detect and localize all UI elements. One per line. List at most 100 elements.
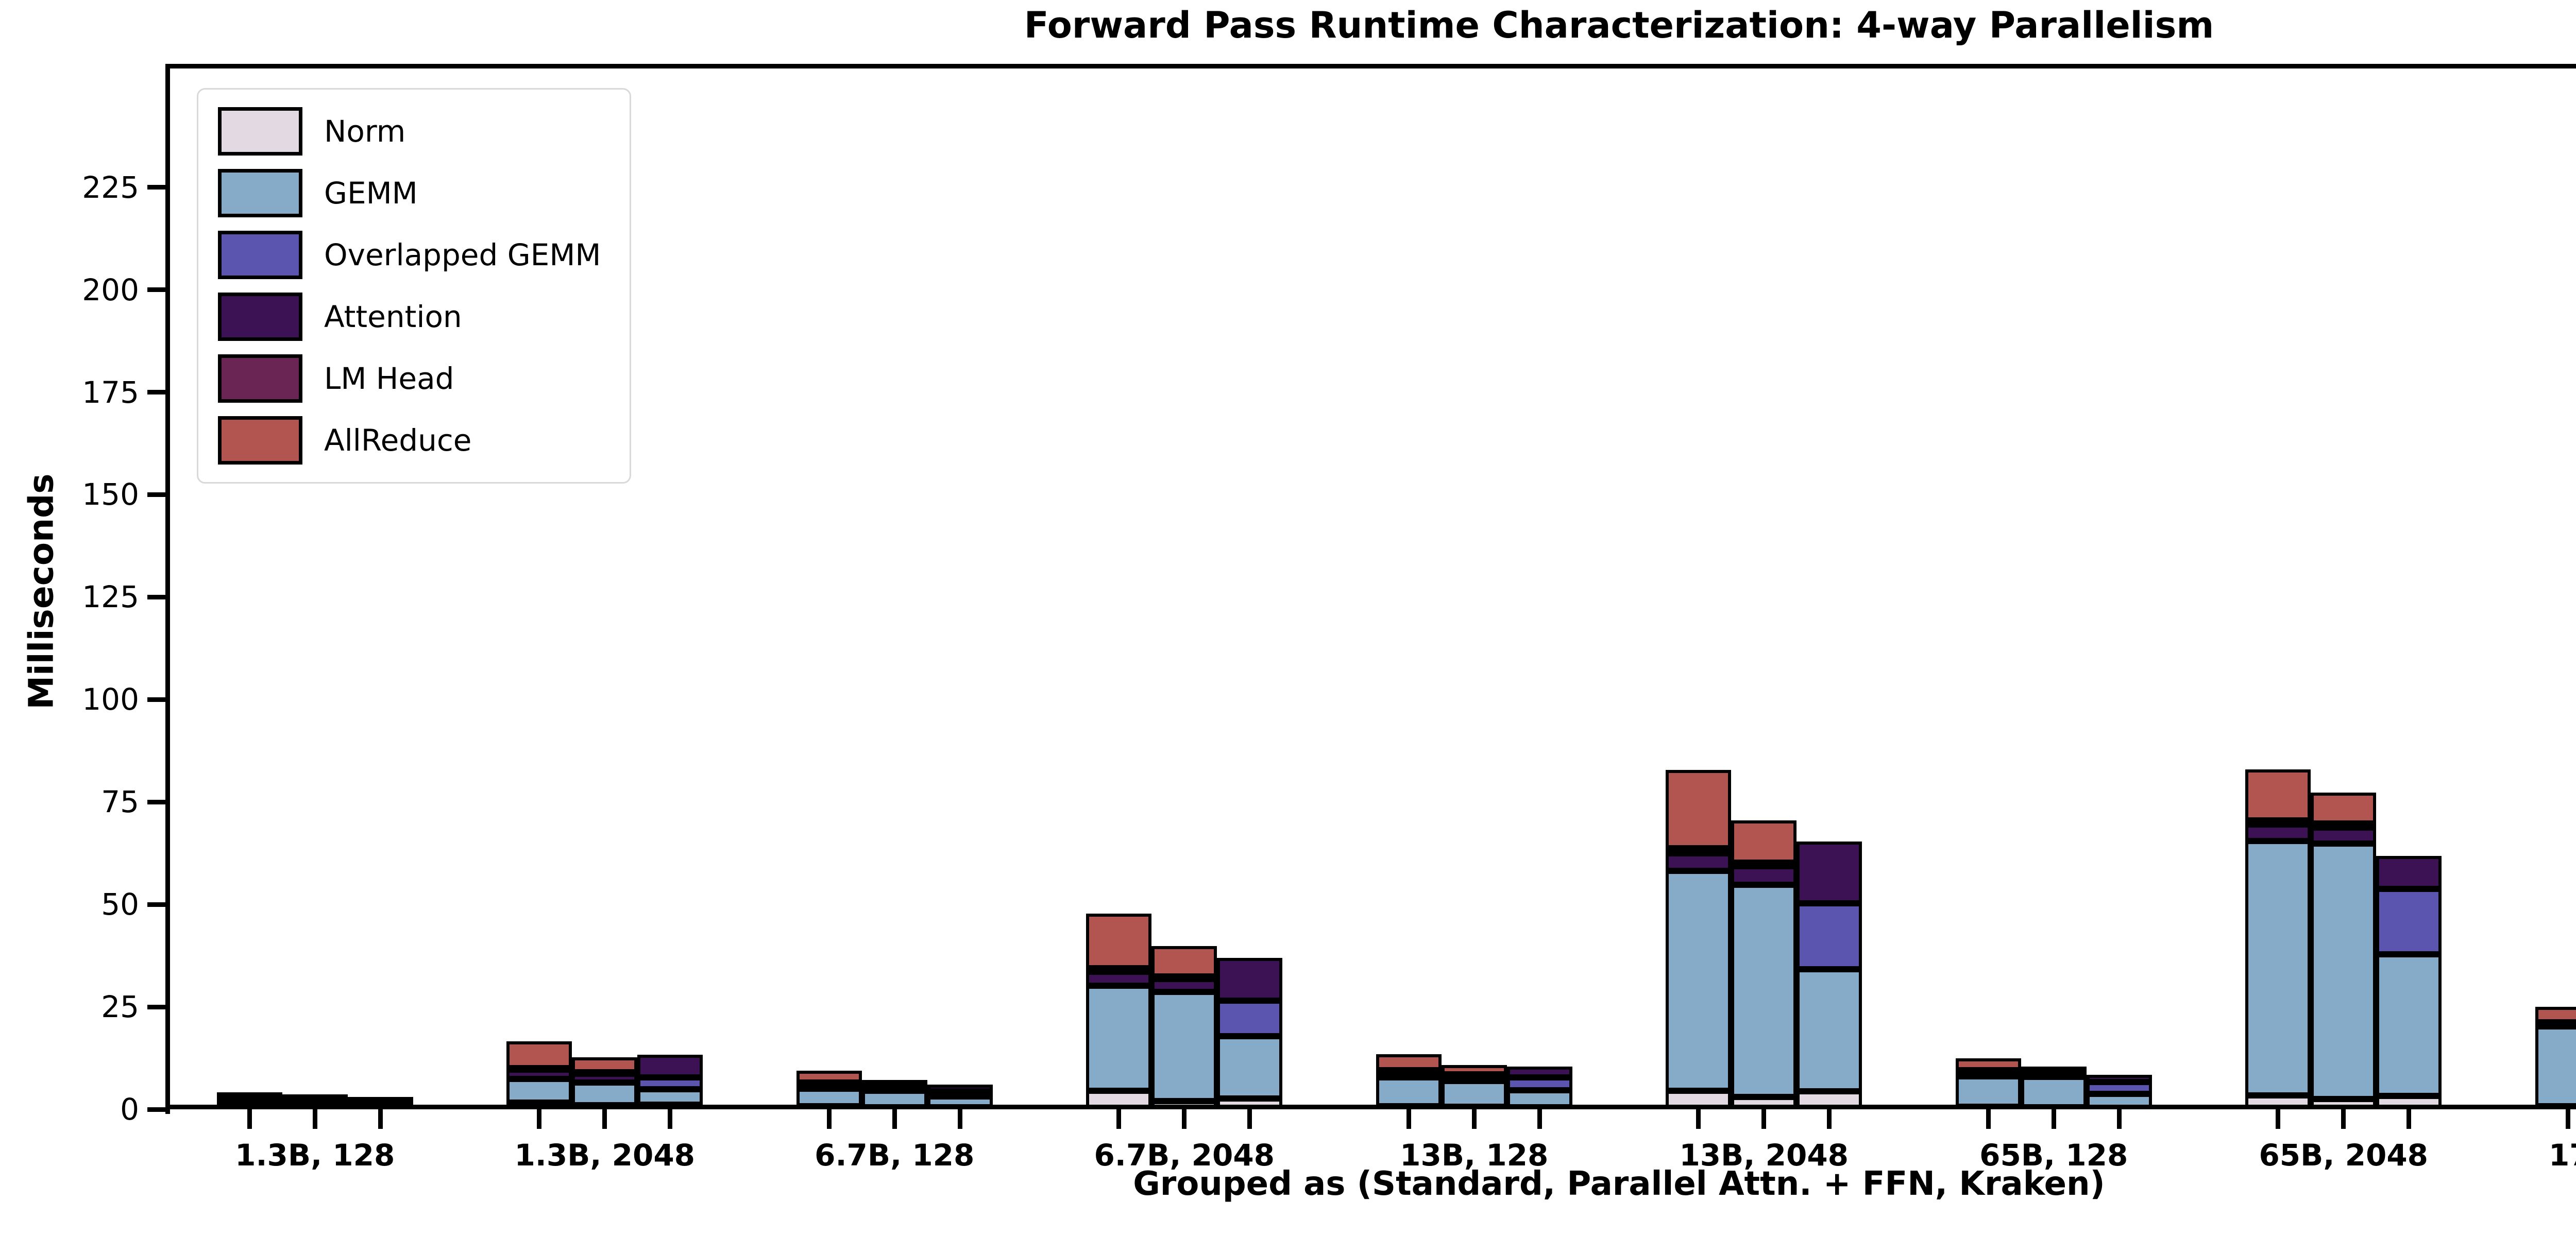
x-axis-label: Grouped as (Standard, Parallel Attn. + F… (1133, 1165, 2105, 1203)
bar-segment-lm-head (216, 1097, 282, 1098)
bar-segment-lm-head (1666, 848, 1732, 853)
y-tick (147, 492, 165, 497)
x-tick (1116, 1109, 1122, 1129)
x-tick (312, 1109, 317, 1129)
legend-label: Attention (324, 299, 462, 334)
top-spine (165, 64, 2576, 68)
x-tick (1406, 1109, 1411, 1129)
bar-segment-lm-head (1376, 1070, 1442, 1072)
bar-segment-allreduce (1666, 770, 1732, 849)
x-tick (826, 1109, 832, 1129)
x-tick (1696, 1109, 1701, 1129)
bar-segment-attention (637, 1055, 703, 1077)
legend-swatch (218, 107, 302, 156)
x-tick (1827, 1109, 1832, 1129)
y-tick (147, 697, 165, 702)
bar-segment-gemm (2245, 840, 2311, 1095)
bar-segment-lm-head (282, 1098, 348, 1100)
x-tick (247, 1109, 252, 1129)
bar-segment-allreduce (1151, 946, 1217, 977)
y-tick-label: 50 (101, 887, 139, 922)
bar-segment-allreduce (1731, 820, 1797, 863)
bar-segment-overlapped-gemm (1797, 903, 1862, 969)
legend-item: Overlapped GEMM (218, 231, 601, 279)
x-tick (1537, 1109, 1542, 1129)
legend-item: AllReduce (218, 416, 601, 465)
bar-segment-overlapped-gemm (927, 1091, 993, 1097)
bar-segment-allreduce (1086, 913, 1152, 969)
bar-segment-gemm (927, 1096, 993, 1107)
bar-segment-gemm (2021, 1077, 2087, 1108)
legend-swatch (218, 231, 302, 279)
bar-segment-overlapped-gemm (2376, 888, 2442, 955)
legend-item: LM Head (218, 354, 601, 403)
bar-segment-lm-head (572, 1072, 638, 1074)
y-tick (147, 185, 165, 190)
legend-label: LM Head (324, 361, 454, 396)
x-tick (1471, 1109, 1477, 1129)
bar-segment-attention (2086, 1075, 2152, 1082)
x-tick (2116, 1109, 2122, 1129)
bar-segment-allreduce (861, 1079, 927, 1086)
bar-segment-gemm (1506, 1090, 1572, 1108)
bar-segment-allreduce (2021, 1067, 2087, 1072)
bar-segment-lm-head (2535, 1022, 2576, 1024)
bar-segment-attention (2311, 827, 2377, 844)
y-tick-label: 75 (101, 784, 139, 820)
y-tick (147, 594, 165, 599)
bar-segment-lm-head (2021, 1071, 2087, 1073)
bar-segment-gemm (796, 1089, 862, 1107)
x-axis-line (165, 1105, 2576, 1109)
bar-segment-lm-head (861, 1085, 927, 1087)
bar-segment-lm-head (1955, 1070, 2021, 1072)
bar-segment-attention (572, 1073, 638, 1083)
y-tick-label: 0 (120, 1092, 139, 1127)
bar-segment-gemm (1376, 1077, 1442, 1107)
bar-segment-gemm (1217, 1036, 1283, 1098)
bar-segment-attention (506, 1069, 572, 1079)
bar-segment-allreduce (506, 1041, 572, 1068)
legend-swatch (218, 169, 302, 217)
x-tick (2276, 1109, 2281, 1129)
bar-segment-allreduce (282, 1094, 348, 1100)
bar-segment-overlapped-gemm (347, 1101, 413, 1105)
bar-segment-attention (2376, 855, 2442, 889)
legend-item: Norm (218, 107, 601, 156)
bar-segment-lm-head (1441, 1074, 1507, 1075)
x-tick (2341, 1109, 2346, 1129)
legend-item: Attention (218, 293, 601, 341)
x-tick (2565, 1109, 2570, 1129)
x-tick (668, 1109, 673, 1129)
bar-segment-gemm (572, 1082, 638, 1106)
bar-segment-allreduce (2535, 1007, 2576, 1023)
bar-segment-gemm (1731, 884, 1797, 1097)
bar-segment-gemm (1086, 985, 1152, 1091)
bar-segment-attention (1797, 841, 1862, 903)
bar-segment-lm-head (1151, 976, 1217, 979)
legend-label: Norm (324, 114, 406, 149)
bar-segment-attention (796, 1083, 862, 1089)
bar-segment-attention (1955, 1071, 2021, 1076)
bar-segment-attention (2245, 825, 2311, 841)
bar-segment-attention (1506, 1067, 1572, 1077)
bar-segment-attention (282, 1100, 348, 1103)
bar-segment-attention (1731, 866, 1797, 885)
legend-label: GEMM (324, 176, 418, 211)
y-tick (147, 799, 165, 804)
y-tick-label: 25 (101, 989, 139, 1025)
y-tick (147, 902, 165, 907)
bar-segment-attention (2535, 1024, 2576, 1027)
legend-item: GEMM (218, 169, 601, 217)
bar-segment-attention (1151, 979, 1217, 992)
x-tick-label: 6.7B, 128 (815, 1138, 975, 1173)
bar-segment-allreduce (1955, 1058, 2021, 1070)
bar-segment-lm-head (506, 1068, 572, 1070)
legend-label: AllReduce (324, 423, 472, 458)
x-tick-label: 6.7B, 2048 (1094, 1138, 1275, 1173)
x-tick (1182, 1109, 1187, 1129)
y-tick (147, 390, 165, 395)
x-tick-label: 65B, 128 (1979, 1138, 2128, 1173)
bar-segment-gemm (1955, 1076, 2021, 1107)
y-tick-label: 200 (82, 272, 139, 307)
